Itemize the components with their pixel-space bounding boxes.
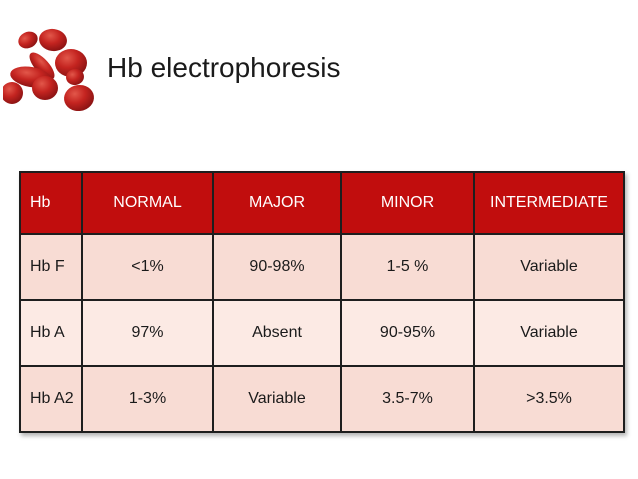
hb-electrophoresis-table: Hb NORMAL MAJOR MINOR INTERMEDIATE Hb F … xyxy=(19,171,625,433)
row-label: Hb A2 xyxy=(19,365,83,433)
table-cell: <1% xyxy=(81,233,214,301)
table-row-hba: Hb A 97% Absent 90-95% Variable xyxy=(19,299,625,367)
row-label: Hb F xyxy=(19,233,83,301)
table-header-row: Hb NORMAL MAJOR MINOR INTERMEDIATE xyxy=(19,171,625,235)
table-cell: Variable xyxy=(473,233,625,301)
column-header-hb: Hb xyxy=(19,171,83,235)
table-cell: 90-95% xyxy=(340,299,475,367)
table-cell: 1-3% xyxy=(81,365,214,433)
red-blood-cells-image xyxy=(1,26,105,126)
slide-title: Hb electrophoresis xyxy=(107,52,341,83)
table-row-hba2: Hb A2 1-3% Variable 3.5-7% >3.5% xyxy=(19,365,625,433)
row-label: Hb A xyxy=(19,299,83,367)
column-header-minor: MINOR xyxy=(340,171,475,235)
table-cell: 1-5 % xyxy=(340,233,475,301)
column-header-major: MAJOR xyxy=(212,171,342,235)
red-blood-cells-icon xyxy=(1,28,94,112)
column-header-intermediate: INTERMEDIATE xyxy=(473,171,625,235)
table-cell: Variable xyxy=(212,365,342,433)
table-cell: 3.5-7% xyxy=(340,365,475,433)
column-header-normal: NORMAL xyxy=(81,171,214,235)
table-cell: Variable xyxy=(473,299,625,367)
table-cell: >3.5% xyxy=(473,365,625,433)
table-cell: 97% xyxy=(81,299,214,367)
table-cell: 90-98% xyxy=(212,233,342,301)
table-row-hbf: Hb F <1% 90-98% 1-5 % Variable xyxy=(19,233,625,301)
table-cell: Absent xyxy=(212,299,342,367)
